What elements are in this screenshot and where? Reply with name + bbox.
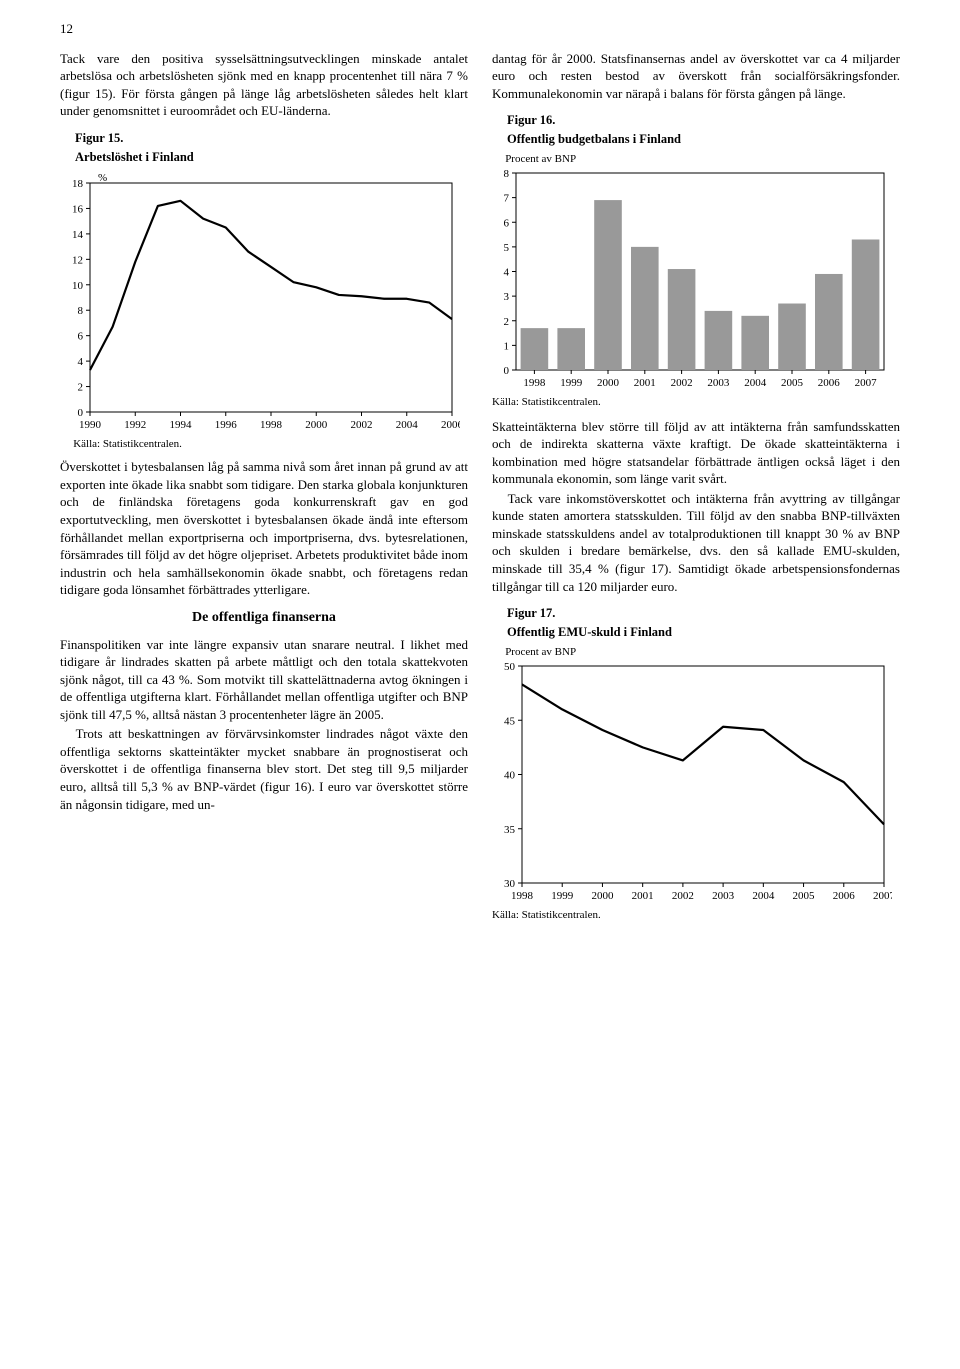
paragraph: Tack vare inkomstöverskottet och intäkte… [492,490,900,595]
page-number: 12 [60,20,900,38]
svg-text:%: % [98,172,107,184]
svg-text:2004: 2004 [396,419,419,431]
svg-text:6: 6 [504,217,510,229]
svg-text:2005: 2005 [781,377,804,389]
svg-text:2: 2 [504,316,510,328]
svg-text:8: 8 [78,306,84,318]
svg-text:2001: 2001 [634,377,656,389]
figure-subtitle: Offentlig EMU-skuld i Finland [492,624,900,641]
svg-text:30: 30 [504,878,516,890]
svg-text:1996: 1996 [215,419,238,431]
svg-text:2007: 2007 [873,890,892,902]
svg-text:1998: 1998 [260,419,283,431]
svg-text:2002: 2002 [351,419,373,431]
svg-text:2003: 2003 [712,890,735,902]
svg-text:2002: 2002 [671,377,693,389]
svg-text:35: 35 [504,823,516,835]
paragraph: Trots att beskattningen av förvärvsinkom… [60,725,468,813]
svg-text:2002: 2002 [672,890,694,902]
svg-text:2000: 2000 [597,377,620,389]
svg-text:2001: 2001 [632,890,654,902]
svg-text:2006: 2006 [441,419,460,431]
svg-text:6: 6 [78,331,84,343]
svg-text:1994: 1994 [170,419,193,431]
paragraph: Finanspolitiken var inte längre expansiv… [60,636,468,724]
svg-text:1999: 1999 [560,377,583,389]
svg-text:14: 14 [72,229,84,241]
chart-15: 0 2 4 6 8 10 12 14 16 18 1990 1992 1994 1996 1998 2000 2… [60,169,468,434]
svg-text:7: 7 [504,192,510,204]
svg-text:2000: 2000 [305,419,328,431]
left-column: Tack vare den positiva sysselsättningsut… [60,50,468,923]
svg-text:2005: 2005 [793,890,816,902]
svg-text:8: 8 [504,168,510,180]
figure-subtitle: Offentlig budgetbalans i Finland [492,131,900,148]
svg-text:40: 40 [504,769,516,781]
svg-text:2006: 2006 [833,890,856,902]
right-column: dantag för år 2000. Statsfinansernas and… [492,50,900,923]
svg-text:1998: 1998 [511,890,534,902]
two-column-layout: Tack vare den positiva sysselsättningsut… [60,50,900,923]
svg-text:2: 2 [78,382,84,394]
svg-text:18: 18 [72,178,84,190]
svg-text:4: 4 [78,357,84,369]
svg-text:16: 16 [72,204,84,216]
paragraph: Överskottet i bytesbalansen låg på samma… [60,458,468,598]
svg-text:5: 5 [504,242,510,254]
svg-text:1999: 1999 [551,890,574,902]
svg-text:1998: 1998 [523,377,546,389]
svg-text:3: 3 [504,291,510,303]
svg-text:2000: 2000 [591,890,614,902]
figure-unit: Procent av BNP [505,152,900,167]
svg-text:1: 1 [504,340,510,352]
svg-text:10: 10 [72,280,84,292]
chart-17: 30 35 40 45 50 1998 1999 2000 2001 2002 2003 2004 20… [492,660,900,905]
figure-unit: Procent av BNP [505,645,900,660]
figure-title: Figur 17. [492,605,900,622]
svg-text:45: 45 [504,715,516,727]
svg-text:50: 50 [504,661,516,673]
figure-title: Figur 16. [492,112,900,129]
section-heading: De offentliga finanserna [60,609,468,628]
chart-16: 0 1 2 3 4 5 6 7 8 1998 1999 2000 2001 2002 2003 2004 200… [492,167,900,392]
figure-source: Källa: Statistikcentralen. [60,437,468,452]
figure-title: Figur 15. [60,130,468,147]
paragraph: dantag för år 2000. Statsfinansernas and… [492,50,900,103]
paragraph: Tack vare den positiva sysselsättningsut… [60,50,468,120]
svg-text:2004: 2004 [752,890,775,902]
svg-text:2007: 2007 [855,377,878,389]
paragraph: Skatteintäkterna blev större till följd … [492,418,900,488]
svg-text:2006: 2006 [818,377,841,389]
figure-subtitle: Arbetslöshet i Finland [60,149,468,166]
figure-source: Källa: Statistikcentralen. [492,908,900,923]
svg-text:12: 12 [72,255,83,267]
svg-text:1990: 1990 [79,419,102,431]
svg-text:4: 4 [504,266,510,278]
svg-text:0: 0 [78,407,84,419]
svg-text:2004: 2004 [744,377,767,389]
svg-text:1992: 1992 [124,419,146,431]
figure-source: Källa: Statistikcentralen. [492,395,900,410]
svg-text:0: 0 [504,365,510,377]
svg-text:2003: 2003 [707,377,730,389]
